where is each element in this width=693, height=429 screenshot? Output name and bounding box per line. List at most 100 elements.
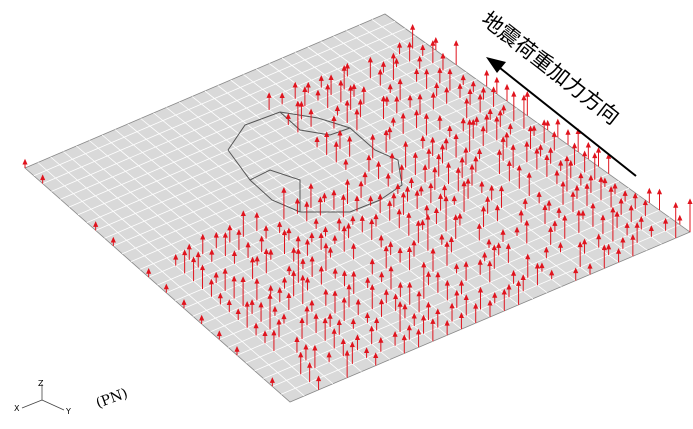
arrow-head (383, 289, 389, 295)
arrow-head (430, 247, 436, 254)
arrow-head (546, 199, 552, 206)
load-arrow (477, 93, 483, 113)
arrow-head (435, 308, 441, 315)
arrow-head (299, 317, 305, 323)
arrow-head (439, 233, 445, 240)
load-arrow (420, 44, 426, 56)
load-arrow (461, 180, 467, 213)
load-arrow (323, 242, 329, 272)
load-arrow (333, 141, 339, 163)
load-arrow (379, 271, 385, 283)
arrow-head (463, 146, 469, 153)
arrow-head (425, 301, 432, 308)
load-arrow (544, 154, 550, 177)
load-arrow (473, 302, 479, 324)
arrow-head (486, 238, 492, 245)
load-arrow (417, 93, 423, 116)
arrow-head (338, 79, 344, 86)
load-arrow (298, 100, 305, 120)
load-arrow (615, 248, 622, 263)
load-arrow (326, 351, 332, 363)
load-arrow (600, 214, 606, 235)
arrow-head (542, 204, 548, 211)
load-arrow (390, 116, 396, 127)
arrow-head (259, 235, 265, 242)
arrow-head (315, 89, 321, 96)
arrow-head (436, 153, 442, 160)
load-arrow (235, 308, 241, 320)
load-arrow (489, 184, 495, 201)
arrow-head (562, 214, 568, 221)
load-arrow (457, 212, 463, 226)
load-arrow (110, 236, 116, 246)
mesh-line (51, 35, 416, 192)
load-arrow (587, 262, 593, 275)
load-arrow (388, 241, 394, 256)
load-arrow (367, 56, 373, 79)
arrow-head (336, 217, 342, 224)
load-arrow (504, 83, 510, 102)
load-arrow (351, 270, 357, 294)
arrow-head (642, 199, 648, 206)
arrow-head (494, 204, 501, 211)
load-arrow (426, 147, 432, 170)
load-arrow (216, 330, 222, 340)
arrow-head (630, 234, 636, 240)
arrow-head (258, 301, 264, 308)
load-arrow (548, 147, 554, 164)
load-arrow (673, 202, 679, 239)
arrow-head (227, 224, 233, 231)
load-arrow (40, 174, 46, 184)
load-arrow (240, 210, 246, 237)
load-arrow (497, 109, 503, 128)
load-arrow (531, 124, 537, 137)
arrow-head (480, 125, 486, 132)
arrow-head (331, 189, 337, 196)
load-arrow (469, 163, 475, 186)
arrow-head (268, 248, 274, 255)
load-arrow (574, 184, 580, 199)
load-arrow (557, 241, 564, 253)
load-arrow (397, 78, 403, 101)
arrow-head (477, 286, 484, 293)
load-arrow (588, 174, 594, 194)
arrow-head (324, 131, 330, 138)
arrow-head (487, 260, 493, 267)
load-arrow (463, 146, 469, 166)
arrow-head (341, 225, 347, 232)
arrow-head (606, 243, 612, 250)
load-arrow (520, 274, 526, 292)
arrow-head (444, 240, 450, 247)
load-arrow (401, 334, 407, 354)
arrow-head (410, 24, 416, 30)
arrow-head (346, 283, 352, 290)
load-arrow (541, 119, 547, 144)
arrow-head (600, 214, 606, 221)
arrow-head (624, 222, 630, 228)
load-arrow (410, 24, 416, 49)
arrow-head (479, 180, 485, 187)
arrow-head (646, 187, 652, 194)
arrow-head (327, 313, 333, 319)
load-arrow (312, 344, 318, 369)
load-arrow (291, 247, 297, 262)
arrow-head (328, 74, 334, 81)
arrow-head (327, 246, 334, 253)
load-arrow (506, 160, 512, 182)
load-arrow (385, 172, 391, 187)
arrow-head (277, 287, 283, 293)
load-arrow (416, 290, 422, 313)
arrow-head (552, 220, 558, 226)
arrow-head (453, 133, 459, 140)
arrow-head (470, 119, 476, 125)
load-arrow (448, 236, 454, 253)
load-arrow (575, 128, 581, 153)
arrow-head (331, 115, 337, 122)
arrow-head (234, 345, 240, 352)
arrow-head (487, 299, 493, 306)
z-axis-label: Z (38, 379, 44, 388)
arrow-head (596, 233, 602, 240)
arrow-head (226, 299, 232, 306)
load-arrow (425, 271, 432, 286)
arrow-head (367, 56, 373, 63)
